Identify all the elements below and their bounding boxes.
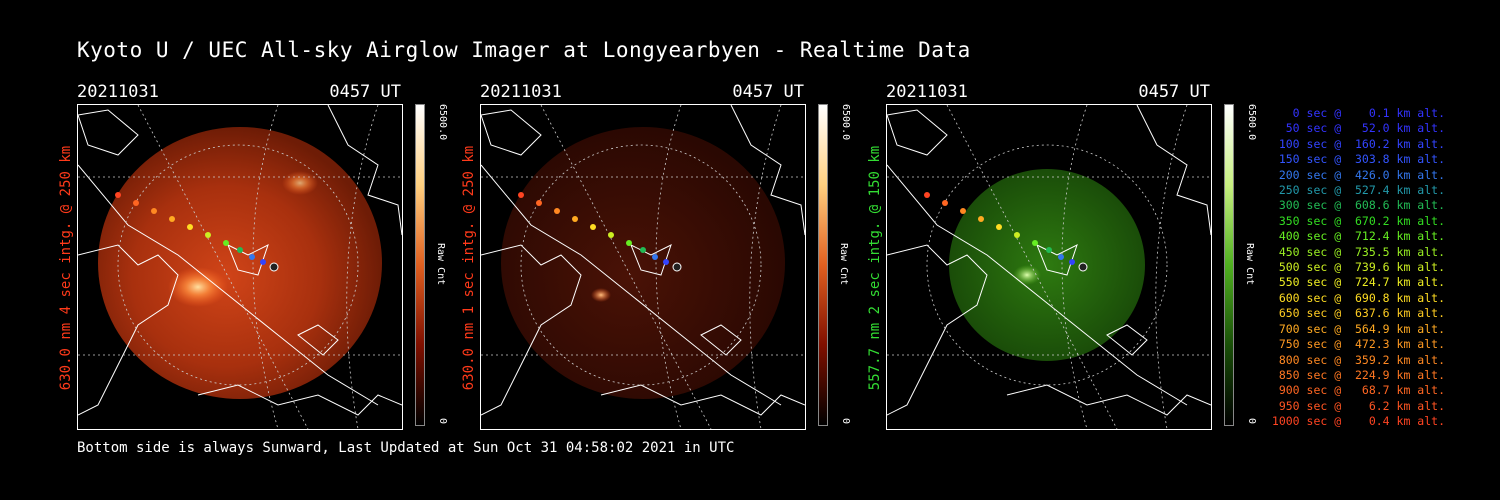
- airglow-disk: [98, 127, 382, 399]
- coastline-overlay: [887, 105, 1211, 416]
- trajectory: [115, 192, 279, 272]
- airglow-disk: [501, 127, 785, 399]
- coastline-overlay: [481, 105, 805, 416]
- legend-row: 750 sec @ 472.3 km alt.: [1271, 337, 1445, 352]
- legend-row: 300 sec @ 608.6 km alt.: [1271, 198, 1445, 213]
- colorbar-unit: Raw Cnt: [435, 243, 446, 286]
- colorbar-min: 0: [1246, 418, 1257, 425]
- allsky-map: [887, 105, 1211, 429]
- trajectory: [924, 192, 1088, 272]
- legend-row: 800 sec @ 359.2 km alt.: [1271, 352, 1445, 367]
- legend-row: 600 sec @ 690.8 km alt.: [1271, 290, 1445, 305]
- allsky-image: [886, 104, 1212, 430]
- panel-630-4s: 20211031 0457 UT: [58, 78, 537, 438]
- legend-row: 850 sec @ 224.9 km alt.: [1271, 367, 1445, 382]
- coastline-overlay: [78, 105, 402, 416]
- colorbar: [1224, 104, 1234, 426]
- legend-row: 450 sec @ 735.5 km alt.: [1271, 244, 1445, 259]
- legend-row: 400 sec @ 712.4 km alt.: [1271, 229, 1445, 244]
- legend-row: 1000 sec @ 0.4 km alt.: [1271, 414, 1445, 429]
- legend-row: 0 sec @ 0.1 km alt.: [1271, 106, 1445, 120]
- grid-overlay: [78, 105, 402, 429]
- panel-date: 20211031: [480, 82, 562, 102]
- legend-row: 950 sec @ 6.2 km alt.: [1271, 398, 1445, 413]
- legend-row: 50 sec @ 52.0 km alt.: [1271, 121, 1445, 136]
- legend-row: 150 sec @ 303.8 km alt.: [1271, 152, 1445, 167]
- panel-date: 20211031: [886, 82, 968, 102]
- grid-overlay: [481, 105, 805, 429]
- trajectory: [518, 192, 682, 272]
- legend-row: 650 sec @ 637.6 km alt.: [1271, 306, 1445, 321]
- colorbar-max: 6500.0: [437, 104, 448, 141]
- panel-557-2s: 20211031 0457 UT: [867, 78, 1346, 438]
- legend-row: 550 sec @ 724.7 km alt.: [1271, 275, 1445, 290]
- panel-axis-label: 630.0 nm 4 sec intg. @ 250 km: [58, 145, 74, 391]
- panel-axis-label: 630.0 nm 1 sec intg. @ 250 km: [461, 145, 477, 391]
- legend-row: 900 sec @ 68.7 km alt.: [1271, 383, 1445, 398]
- colorbar-max: 6500.0: [1246, 104, 1257, 141]
- time-altitude-legend: 0 sec @ 0.1 km alt. 50 sec @ 52.0 km alt…: [1255, 106, 1445, 430]
- legend-row: 350 sec @ 670.2 km alt.: [1271, 213, 1445, 228]
- colorbar-unit: Raw Cnt: [838, 243, 849, 286]
- colorbar-min: 0: [840, 418, 851, 425]
- allsky-image: [480, 104, 806, 430]
- allsky-map: [78, 105, 402, 429]
- colorbar-max: 6500.0: [840, 104, 851, 141]
- grid-overlay: [887, 105, 1211, 429]
- airglow-disk: [949, 169, 1145, 361]
- allsky-image: [77, 104, 403, 430]
- panel-time: 0457 UT: [329, 82, 401, 102]
- panel-date: 20211031: [77, 82, 159, 102]
- legend-row: 700 sec @ 564.9 km alt.: [1271, 321, 1445, 336]
- legend-row: 250 sec @ 527.4 km alt.: [1271, 183, 1445, 198]
- colorbar-unit: Raw Cnt: [1244, 243, 1255, 286]
- allsky-map: [481, 105, 805, 429]
- panel-axis-label: 557.7 nm 2 sec intg. @ 150 km: [867, 145, 883, 391]
- footer-note: Bottom side is always Sunward, Last Upda…: [77, 440, 735, 456]
- legend-row: 500 sec @ 739.6 km alt.: [1271, 260, 1445, 275]
- legend-row: 200 sec @ 426.0 km alt.: [1271, 167, 1445, 182]
- colorbar: [818, 104, 828, 426]
- legend-row: 100 sec @ 160.2 km alt.: [1271, 136, 1445, 151]
- page-title: Kyoto U / UEC All-sky Airglow Imager at …: [77, 38, 971, 62]
- colorbar: [415, 104, 425, 426]
- colorbar-min: 0: [437, 418, 448, 425]
- panel-630-1s: 20211031 0457 UT: [461, 78, 940, 438]
- panel-time: 0457 UT: [1138, 82, 1210, 102]
- panel-time: 0457 UT: [732, 82, 804, 102]
